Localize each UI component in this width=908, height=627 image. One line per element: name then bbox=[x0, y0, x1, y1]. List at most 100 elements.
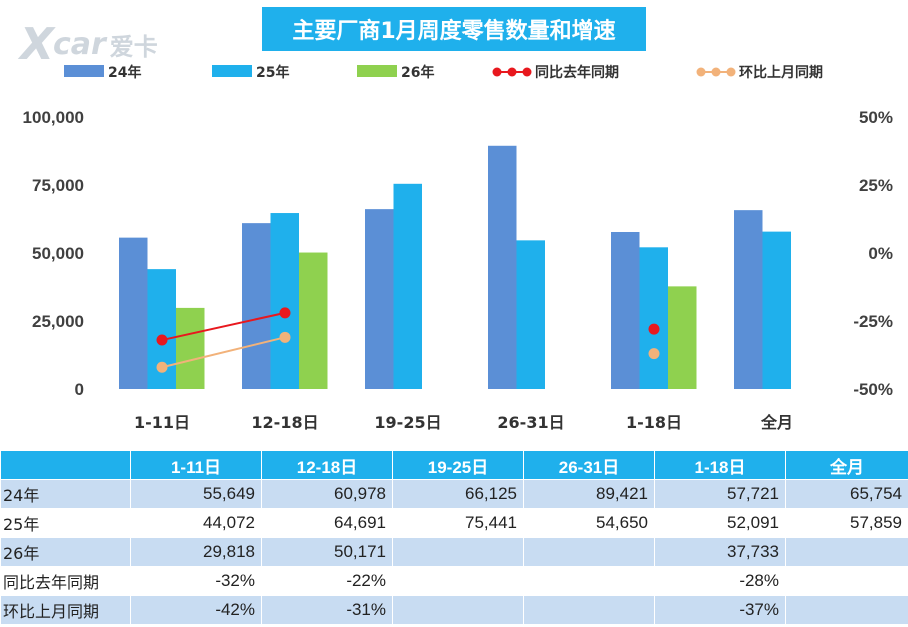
logo-mark: X bbox=[20, 18, 54, 70]
point-环比上月同期 bbox=[648, 348, 660, 360]
legend-marker-同比去年同期 bbox=[492, 67, 502, 77]
table-cell: 64,691 bbox=[261, 508, 393, 538]
table-header-cell: 1-18日 bbox=[654, 450, 786, 480]
legend-swatch-26年 bbox=[357, 65, 397, 77]
legend-swatch-24年 bbox=[64, 65, 104, 77]
table-cell: -37% bbox=[654, 595, 786, 625]
table-cell bbox=[523, 537, 655, 567]
table-header-cell: 26-31日 bbox=[523, 450, 655, 480]
table-header-row: 1-11日 12-18日 19-25日 26-31日 1-18日 全月 bbox=[0, 450, 908, 480]
xcar-logo: X car 爱卡 bbox=[20, 18, 158, 70]
y-tick-label: 50,000 bbox=[32, 244, 84, 263]
table-cell: 75,441 bbox=[392, 508, 524, 538]
table-cell bbox=[392, 566, 524, 596]
table-header-cell: 全月 bbox=[785, 450, 908, 480]
table-cell: 89,421 bbox=[523, 479, 655, 509]
y2-tick-label: -25% bbox=[853, 312, 893, 331]
point-同比去年同期 bbox=[279, 307, 291, 319]
table-cell: -42% bbox=[130, 595, 262, 625]
x-tick-label: 12-18日 bbox=[251, 413, 318, 432]
table-row-label: 24年 bbox=[0, 479, 131, 509]
x-tick-label: 1-11日 bbox=[134, 413, 190, 432]
table-cell bbox=[785, 595, 908, 625]
x-tick-label: 19-25日 bbox=[374, 413, 441, 432]
bar-25年 bbox=[270, 213, 299, 389]
table-row: 25年 44,072 64,691 75,441 54,650 52,091 57,859 bbox=[0, 508, 908, 538]
bar-26年 bbox=[668, 286, 697, 389]
y-tick-label: 75,000 bbox=[32, 176, 84, 195]
table-cell: 54,650 bbox=[523, 508, 655, 538]
legend-marker-环比上月同期 bbox=[711, 67, 721, 77]
bar-25年 bbox=[393, 183, 422, 389]
bar-24年 bbox=[365, 209, 394, 389]
data-table: 1-11日 12-18日 19-25日 26-31日 1-18日 全月 24年 55,649 6… bbox=[0, 450, 908, 625]
table-cell: 44,072 bbox=[130, 508, 262, 538]
y-tick-label: 0 bbox=[75, 380, 84, 399]
table-cell: 60,978 bbox=[261, 479, 393, 509]
point-环比上月同期 bbox=[279, 331, 291, 343]
bar-24年 bbox=[119, 237, 148, 389]
table-cell: -32% bbox=[130, 566, 262, 596]
table-cell bbox=[785, 537, 908, 567]
logo-word: car bbox=[52, 26, 106, 62]
table-cell: -31% bbox=[261, 595, 393, 625]
y2-tick-label: 25% bbox=[859, 176, 893, 195]
legend-label: 同比去年同期 bbox=[535, 64, 619, 81]
bar-24年 bbox=[734, 210, 763, 389]
table-cell: 37,733 bbox=[654, 537, 786, 567]
y2-tick-label: 0% bbox=[868, 244, 893, 263]
legend-label: 25年 bbox=[256, 64, 289, 81]
x-tick-label: 全月 bbox=[760, 413, 793, 432]
table-header-cell: 1-11日 bbox=[130, 450, 262, 480]
table-header-cell bbox=[0, 450, 131, 480]
table-cell bbox=[523, 566, 655, 596]
bar-25年 bbox=[639, 247, 668, 389]
legend-marker-同比去年同期 bbox=[522, 67, 532, 77]
point-环比上月同期 bbox=[156, 361, 168, 373]
table-cell: 55,649 bbox=[130, 479, 262, 509]
table-cell: 57,859 bbox=[785, 508, 908, 538]
legend-label: 26年 bbox=[401, 64, 434, 81]
x-tick-label: 26-31日 bbox=[497, 413, 564, 432]
chart-title: 主要厂商1月周度零售数量和增速 bbox=[262, 7, 646, 51]
bar-25年 bbox=[762, 231, 791, 389]
table-cell: 65,754 bbox=[785, 479, 908, 509]
table-cell bbox=[392, 595, 524, 625]
table-header-cell: 19-25日 bbox=[392, 450, 524, 480]
table-cell: -28% bbox=[654, 566, 786, 596]
table-row-label: 环比上月同期 bbox=[0, 595, 131, 625]
legend-marker-同比去年同期 bbox=[507, 67, 517, 77]
table-row: 同比去年同期 -32% -22% -28% bbox=[0, 566, 908, 596]
y-tick-label: 25,000 bbox=[32, 312, 84, 331]
table-row: 环比上月同期 -42% -31% -37% bbox=[0, 595, 908, 625]
legend-marker-环比上月同期 bbox=[696, 67, 706, 77]
line-segment-同比去年同期 bbox=[161, 311, 286, 342]
table-row: 24年 55,649 60,978 66,125 89,421 57,721 65,754 bbox=[0, 479, 908, 509]
table-row-label: 26年 bbox=[0, 537, 131, 567]
logo-cn: 爱卡 bbox=[109, 32, 158, 61]
table-cell bbox=[785, 566, 908, 596]
y2-tick-label: 50% bbox=[859, 108, 893, 127]
legend-label: 环比上月同期 bbox=[739, 64, 823, 81]
table-cell: 66,125 bbox=[392, 479, 524, 509]
table-row-label: 同比去年同期 bbox=[0, 566, 131, 596]
table-header-cell: 12-18日 bbox=[261, 450, 393, 480]
chart-area: 100,000 75,000 50,000 25,000 0 50% 25% 0% -25% -5… bbox=[23, 64, 893, 432]
y-tick-label: 100,000 bbox=[23, 108, 84, 127]
legend-marker-环比上月同期 bbox=[726, 67, 736, 77]
table-cell: 52,091 bbox=[654, 508, 786, 538]
bar-24年 bbox=[242, 223, 271, 389]
line-segment-环比上月同期 bbox=[161, 336, 286, 369]
table-cell: 29,818 bbox=[130, 537, 262, 567]
bar-24年 bbox=[488, 145, 517, 389]
table-cell: -22% bbox=[261, 566, 393, 596]
table-cell: 50,171 bbox=[261, 537, 393, 567]
point-同比去年同期 bbox=[156, 334, 168, 346]
y2-tick-label: -50% bbox=[853, 380, 893, 399]
legend-label: 24年 bbox=[108, 64, 141, 81]
bar-24年 bbox=[611, 231, 640, 389]
legend-swatch-25年 bbox=[212, 65, 252, 77]
table-row: 26年 29,818 50,171 37,733 bbox=[0, 537, 908, 567]
table-cell: 57,721 bbox=[654, 479, 786, 509]
table-cell bbox=[392, 537, 524, 567]
